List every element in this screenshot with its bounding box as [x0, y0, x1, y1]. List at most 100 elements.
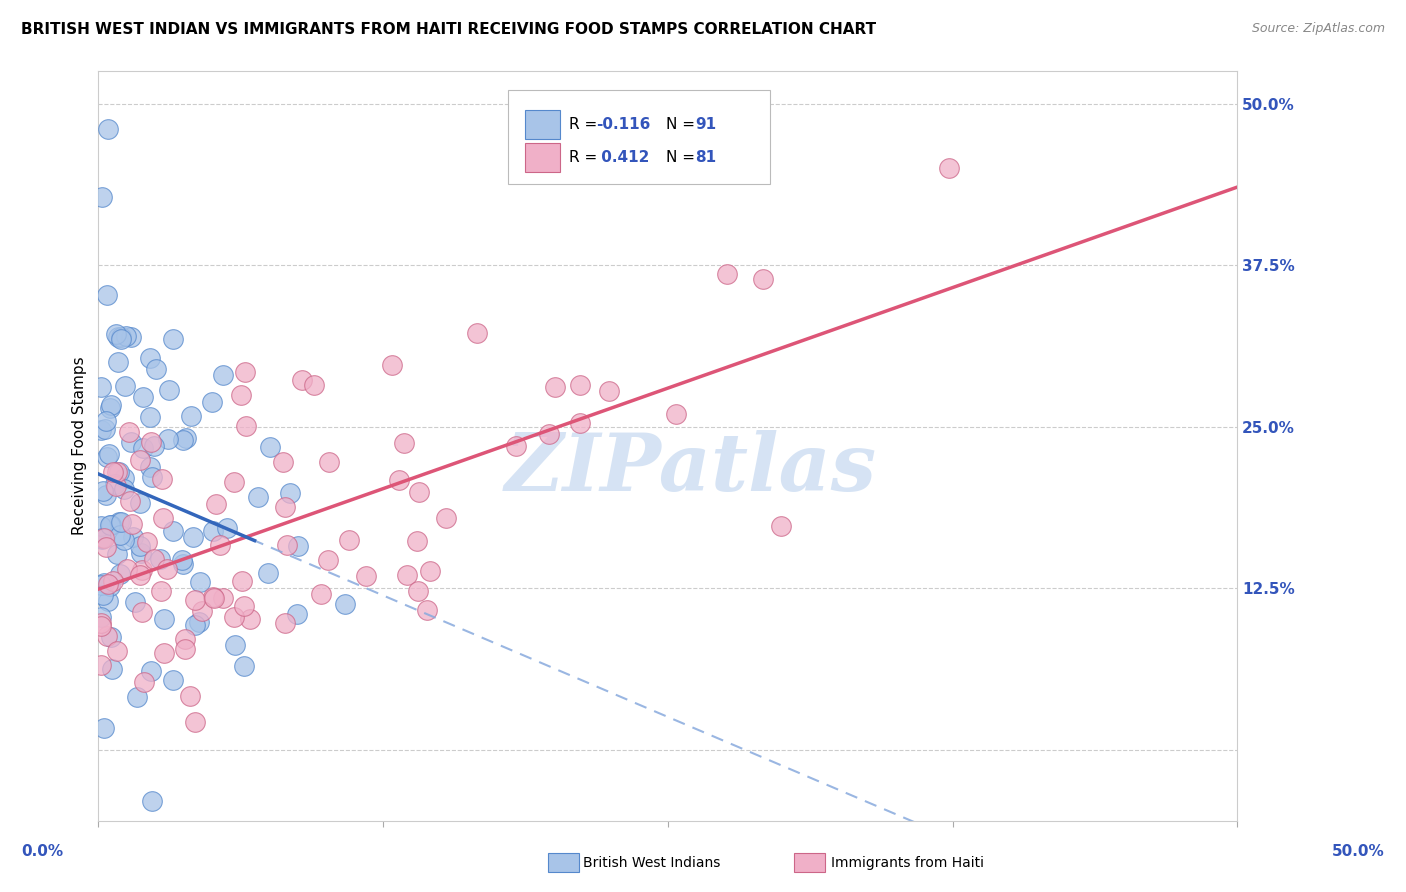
Point — [112, 483, 135, 497]
Point — [131, 605, 153, 619]
Point — [132, 390, 155, 404]
Point — [231, 574, 253, 588]
Point — [256, 566, 278, 580]
Point — [211, 368, 233, 383]
Point — [90, 615, 112, 630]
Point — [274, 500, 297, 514]
Point — [190, 604, 212, 618]
Point — [94, 421, 117, 435]
Point — [94, 414, 117, 428]
Point — [104, 477, 127, 491]
Point — [141, 794, 163, 808]
Point — [184, 715, 207, 730]
Point — [285, 607, 308, 622]
Point — [90, 609, 112, 624]
Point — [120, 330, 142, 344]
FancyBboxPatch shape — [526, 111, 560, 139]
Text: British West Indians: British West Indians — [583, 855, 721, 870]
Point — [96, 288, 118, 302]
Point — [105, 643, 128, 657]
Point — [98, 579, 121, 593]
Point — [172, 553, 194, 567]
Point — [108, 528, 131, 542]
Point — [337, 533, 360, 548]
Point — [90, 658, 112, 673]
Point — [179, 689, 201, 703]
Text: Immigrants from Haiti: Immigrants from Haiti — [831, 855, 984, 870]
Text: 81: 81 — [695, 150, 716, 165]
FancyBboxPatch shape — [509, 90, 770, 184]
Point — [94, 488, 117, 502]
Point — [149, 552, 172, 566]
Point — [173, 632, 195, 646]
Point — [183, 593, 205, 607]
Point — [121, 516, 143, 531]
Point — [152, 510, 174, 524]
Point — [118, 425, 141, 439]
Point — [107, 330, 129, 344]
Point — [201, 395, 224, 409]
Point — [91, 531, 114, 545]
Point — [188, 575, 211, 590]
Point — [96, 577, 118, 591]
Point — [395, 567, 418, 582]
Point — [162, 673, 184, 687]
Point — [129, 546, 152, 560]
Point — [180, 409, 202, 423]
Point — [91, 589, 114, 603]
Point — [105, 327, 128, 342]
Point — [174, 431, 197, 445]
Point — [938, 161, 960, 176]
Point — [93, 721, 115, 735]
Point — [291, 373, 314, 387]
FancyBboxPatch shape — [526, 144, 560, 172]
Point — [115, 328, 138, 343]
Point — [770, 519, 793, 533]
Point — [408, 485, 430, 500]
Point — [120, 494, 142, 508]
Point — [239, 612, 262, 626]
Point — [598, 384, 620, 399]
Point — [233, 364, 256, 378]
Point — [232, 599, 254, 614]
Point — [122, 530, 145, 544]
Point — [98, 401, 121, 415]
Point — [107, 355, 129, 369]
Point — [273, 615, 295, 630]
Point — [93, 575, 115, 590]
Point — [222, 475, 245, 490]
Point — [173, 642, 195, 657]
Point — [537, 426, 560, 441]
Point — [96, 540, 118, 554]
Text: 0.412: 0.412 — [596, 150, 650, 165]
Point — [153, 646, 176, 660]
Point — [153, 612, 176, 626]
Text: 0.0%: 0.0% — [21, 845, 63, 859]
Text: -0.116: -0.116 — [596, 117, 651, 132]
Point — [100, 398, 122, 412]
Point — [90, 380, 112, 394]
Point — [381, 358, 404, 372]
Point — [287, 539, 309, 553]
Text: ZIPatlas: ZIPatlas — [505, 430, 877, 508]
Point — [91, 484, 114, 499]
Point — [141, 469, 163, 483]
Point — [222, 609, 245, 624]
Text: R =: R = — [569, 150, 602, 165]
Text: BRITISH WEST INDIAN VS IMMIGRANTS FROM HAITI RECEIVING FOOD STAMPS CORRELATION C: BRITISH WEST INDIAN VS IMMIGRANTS FROM H… — [21, 22, 876, 37]
Point — [96, 630, 118, 644]
Point — [201, 524, 224, 538]
Point — [406, 583, 429, 598]
Point — [105, 547, 128, 561]
Point — [105, 466, 128, 480]
Point — [280, 486, 302, 500]
Point — [209, 538, 232, 552]
Point — [415, 603, 437, 617]
Point — [309, 587, 332, 601]
Point — [132, 675, 155, 690]
Point — [302, 377, 325, 392]
Point — [139, 459, 162, 474]
Point — [101, 466, 124, 480]
Point — [316, 553, 339, 567]
Point — [129, 495, 152, 509]
